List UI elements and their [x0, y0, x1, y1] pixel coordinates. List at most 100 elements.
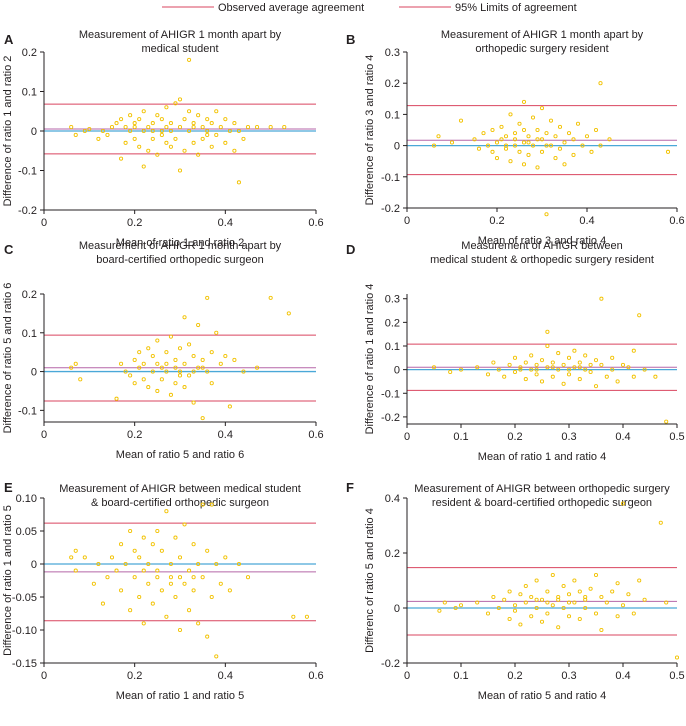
- data-point: [436, 134, 441, 139]
- data-point: [566, 372, 572, 377]
- y-tick-label: -0.15: [12, 658, 37, 670]
- x-tick-label: 0.2: [507, 431, 522, 443]
- x-axis-title: Mean of ratio 1 and ratio 2: [116, 237, 244, 249]
- x-tick-label: 0.6: [308, 670, 323, 682]
- data-point: [545, 365, 550, 370]
- data-point: [472, 137, 477, 142]
- y-tick-label: -0.10: [12, 625, 37, 637]
- data-point: [150, 369, 155, 374]
- data-point: [548, 143, 554, 148]
- data-point: [561, 362, 566, 367]
- data-point: [141, 164, 146, 169]
- data-point: [529, 367, 534, 372]
- data-point: [494, 140, 500, 145]
- data-point: [588, 586, 593, 591]
- data-point: [128, 528, 133, 534]
- y-tick-label: 0.2: [385, 78, 400, 90]
- data-point: [164, 614, 169, 619]
- data-point: [200, 575, 205, 580]
- y-tick-label: -0.2: [381, 412, 400, 424]
- data-point: [123, 369, 128, 374]
- y-axis-title: Difference of ratio 1 and ratio 4: [364, 284, 376, 435]
- data-point: [132, 381, 137, 386]
- data-point: [481, 131, 486, 136]
- x-tick-label: 0.6: [308, 429, 323, 441]
- data-point: [534, 597, 539, 602]
- data-point: [637, 313, 642, 318]
- data-point: [91, 581, 96, 586]
- data-point: [523, 600, 528, 605]
- data-point: [476, 146, 482, 151]
- data-point: [187, 128, 192, 134]
- data-point: [159, 128, 164, 134]
- data-point: [69, 125, 74, 130]
- data-point: [503, 143, 509, 148]
- data-point: [182, 148, 187, 153]
- data-point: [545, 611, 550, 616]
- data-point: [105, 132, 110, 137]
- data-point: [128, 128, 133, 134]
- data-point: [187, 342, 192, 347]
- data-point: [453, 605, 458, 611]
- data-point: [78, 377, 83, 382]
- data-point: [530, 143, 536, 148]
- data-point: [583, 594, 588, 600]
- x-tick-label: 0.4: [218, 217, 233, 229]
- data-point: [593, 611, 599, 616]
- data-point: [109, 125, 115, 130]
- data-point: [123, 125, 128, 130]
- data-point: [572, 365, 577, 370]
- data-point: [137, 594, 142, 600]
- data-point: [566, 367, 572, 372]
- y-tick-label: 0.2: [22, 47, 37, 59]
- data-point: [177, 373, 183, 378]
- data-point: [141, 535, 146, 540]
- y-axis-title: Difference of ratio 1 and ratio 2: [2, 56, 14, 207]
- data-point: [539, 106, 545, 111]
- y-tick-label: 0.05: [16, 526, 37, 538]
- data-point: [182, 315, 187, 320]
- data-point: [132, 548, 137, 553]
- data-point: [561, 583, 566, 589]
- data-point: [73, 132, 78, 137]
- data-point: [164, 509, 169, 514]
- data-point: [583, 367, 588, 372]
- y-tick-label: 0.4: [385, 493, 400, 505]
- data-point: [545, 329, 550, 334]
- y-tick-label: -0.2: [18, 205, 37, 217]
- data-point: [69, 365, 74, 370]
- plot-title: Measurement of AHIGR between medical stu…: [59, 483, 301, 495]
- data-point: [177, 627, 183, 633]
- data-point: [496, 605, 501, 611]
- data-point: [123, 140, 128, 145]
- data-point: [173, 365, 178, 370]
- data-point: [599, 594, 604, 600]
- data-point: [173, 101, 178, 106]
- data-point: [236, 128, 241, 134]
- data-point: [241, 369, 246, 374]
- data-point: [521, 162, 527, 167]
- data-point: [544, 143, 549, 148]
- data-point: [494, 156, 500, 161]
- data-point: [191, 575, 196, 580]
- data-point: [232, 148, 237, 153]
- data-point: [177, 346, 183, 351]
- data-point: [458, 367, 464, 372]
- data-point: [141, 568, 146, 573]
- data-point: [155, 113, 160, 118]
- data-point: [583, 353, 588, 358]
- data-point: [200, 125, 205, 130]
- y-tick-label: -0.1: [18, 166, 37, 178]
- data-point: [544, 212, 549, 217]
- data-point: [526, 140, 531, 145]
- data-point: [205, 548, 210, 553]
- data-point: [588, 362, 593, 367]
- data-point: [534, 362, 539, 367]
- plot-title: Measurement of AHIGR between: [461, 240, 622, 252]
- data-point: [191, 140, 196, 145]
- data-point: [241, 136, 246, 141]
- data-point: [561, 381, 566, 386]
- data-point: [642, 367, 647, 372]
- data-point: [517, 149, 522, 154]
- data-point: [502, 374, 507, 379]
